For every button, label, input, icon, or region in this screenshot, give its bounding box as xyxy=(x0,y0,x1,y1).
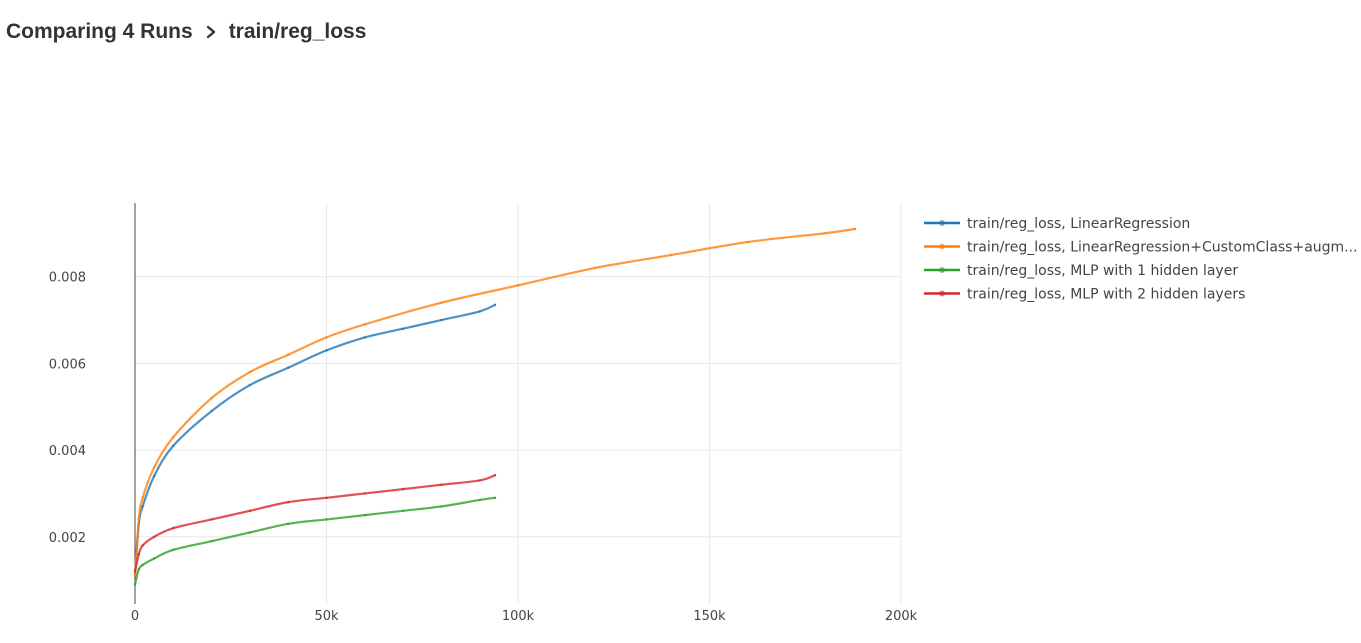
legend-swatch-marker xyxy=(939,220,945,226)
x-tick-label: 200k xyxy=(885,609,918,624)
series-2-point xyxy=(152,466,156,469)
series-2-point xyxy=(440,301,443,304)
breadcrumb-current: train/reg_loss xyxy=(228,20,367,43)
series-4-point xyxy=(152,535,156,539)
series-4-point xyxy=(287,500,290,504)
series-1-point xyxy=(478,310,481,313)
series-4-point xyxy=(478,479,481,482)
legend-item[interactable]: train/reg_loss, MLP with 1 hidden layer xyxy=(924,263,1238,279)
legend-swatch-marker xyxy=(939,290,945,297)
series-1-line xyxy=(133,303,497,577)
breadcrumb-parent-link[interactable]: Comparing 4 Runs xyxy=(6,20,193,43)
series-3-point xyxy=(287,522,290,525)
y-tick-label: 0.002 xyxy=(49,531,86,546)
series-2-point xyxy=(141,496,144,499)
legend-label: train/reg_loss, LinearRegression xyxy=(967,216,1190,232)
series-1-point xyxy=(493,303,497,307)
legend-swatch-marker xyxy=(939,243,945,250)
series-4-line xyxy=(133,474,497,573)
series-4-point xyxy=(493,474,497,477)
series-4-point xyxy=(172,526,175,530)
series-2-point xyxy=(287,353,290,356)
series-1-point xyxy=(210,409,213,413)
series-2-point xyxy=(325,336,328,339)
series-1-point xyxy=(287,366,290,369)
breadcrumb: Comparing 4 Runs train/reg_loss xyxy=(6,18,366,46)
series-2-point xyxy=(363,323,366,326)
series-3-point xyxy=(440,505,443,508)
series-2-point xyxy=(137,518,141,521)
y-tick-label: 0.004 xyxy=(49,444,86,459)
series-4-point xyxy=(141,544,144,547)
series-3-point xyxy=(248,531,252,534)
x-tick-label: 0 xyxy=(131,609,139,624)
series-1-point xyxy=(401,327,405,330)
series-4-point xyxy=(440,483,443,486)
series-3-point xyxy=(363,513,366,517)
series-3-point xyxy=(152,557,156,560)
series-3-point xyxy=(325,518,328,521)
series-2-point xyxy=(516,284,520,287)
series-lines xyxy=(133,227,857,586)
legend-item[interactable]: train/reg_loss, LinearRegression+CustomC… xyxy=(924,240,1358,256)
series-2-point xyxy=(670,253,673,257)
series-3-line xyxy=(133,496,497,586)
legend: train/reg_loss, LinearRegression train/re… xyxy=(924,216,1358,303)
series-1-point xyxy=(440,318,443,322)
legend-item[interactable]: train/reg_loss, MLP with 2 hidden layers xyxy=(924,287,1245,303)
series-4-point xyxy=(248,509,252,512)
series-3-point xyxy=(478,498,481,502)
y-tick-label: 0.006 xyxy=(49,357,86,372)
series-4-point xyxy=(210,518,213,521)
y-tick-label: 0.008 xyxy=(49,271,86,286)
series-4-point xyxy=(137,552,141,556)
series-2-point xyxy=(593,266,596,270)
series-2-point xyxy=(248,370,252,374)
series-2-line xyxy=(133,227,857,577)
series-2-point xyxy=(746,240,749,244)
series-4-point xyxy=(363,492,366,495)
x-tick-label: 100k xyxy=(502,609,535,624)
series-4-point xyxy=(401,487,405,491)
legend-label: train/reg_loss, MLP with 2 hidden layers xyxy=(967,287,1245,303)
legend-label: train/reg_loss, LinearRegression+CustomC… xyxy=(967,240,1358,256)
series-2-point xyxy=(853,227,857,231)
series-4-point xyxy=(325,496,328,499)
series-1-point xyxy=(152,474,156,478)
series-3-point xyxy=(493,496,497,499)
series-3-point xyxy=(172,548,175,552)
series-1-point xyxy=(363,336,366,339)
series-3-point xyxy=(137,568,141,571)
series-3-point xyxy=(210,539,213,543)
chevron-right-icon xyxy=(206,25,215,39)
series-2-point xyxy=(210,396,213,400)
legend-label: train/reg_loss, MLP with 1 hidden layer xyxy=(967,263,1238,279)
series-1-point xyxy=(325,349,328,352)
grid xyxy=(135,203,902,604)
series-1-point xyxy=(141,505,144,508)
x-tick-label: 50k xyxy=(314,609,339,624)
axes: 0.002 0.004 0.006 0.008 0 50k 100k 150k 200k xyxy=(49,203,918,624)
series-4-point xyxy=(133,570,137,573)
x-tick-label: 150k xyxy=(693,609,726,624)
legend-item[interactable]: train/reg_loss, LinearRegression xyxy=(924,216,1190,232)
series-3-point xyxy=(141,563,144,567)
series-3-point xyxy=(133,583,137,586)
series-2-point xyxy=(823,232,826,235)
legend-swatch-marker xyxy=(939,267,945,273)
series-2-point xyxy=(133,574,137,578)
series-3-point xyxy=(401,509,405,512)
series-2-point xyxy=(172,435,175,439)
series-1-point xyxy=(248,383,252,387)
series-1-point xyxy=(172,444,175,447)
